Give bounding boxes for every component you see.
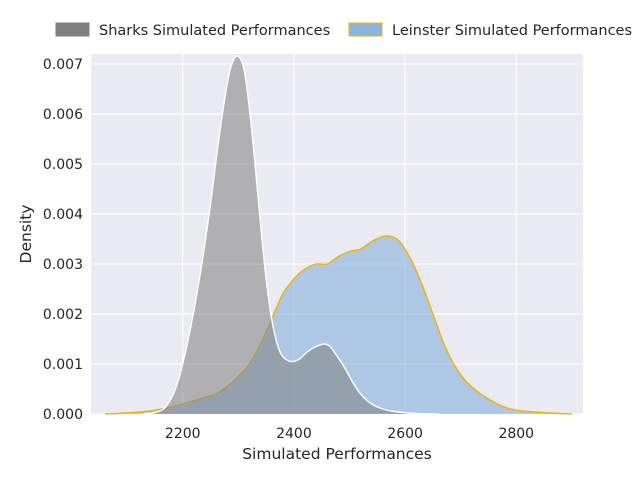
x-axis-label: Simulated Performances — [242, 445, 432, 463]
y-tick-label-1: 0.001 — [43, 357, 83, 373]
y-axis-label: Density — [17, 205, 35, 264]
x-axis-ticks: 2200 2400 2600 2800 — [165, 426, 534, 442]
legend-item-sharks: Sharks Simulated Performances — [55, 22, 330, 39]
legend-swatch-leinster — [348, 22, 383, 37]
y-tick-label-3: 0.003 — [43, 257, 83, 273]
y-tick-label-6: 0.006 — [43, 107, 83, 123]
x-tick-label-3: 2800 — [498, 426, 534, 442]
density-line-sharks — [143, 55, 439, 415]
density-area-sharks — [143, 56, 439, 415]
legend-label-leinster: Leinster Simulated Performances — [392, 23, 632, 39]
y-tick-label-4: 0.004 — [43, 207, 83, 223]
legend: Sharks Simulated Performances Leinster S… — [55, 22, 632, 39]
density-area-leinster — [104, 235, 572, 414]
y-tick-label-0: 0.000 — [43, 407, 83, 423]
x-tick-label-0: 2200 — [165, 426, 201, 442]
y-axis-ticks: 0.000 0.001 0.002 0.003 0.004 0.005 0.006 0.007 — [43, 57, 83, 423]
legend-label-sharks: Sharks Simulated Performances — [99, 23, 330, 39]
y-tick-label-2: 0.002 — [43, 307, 83, 323]
grid — [91, 54, 583, 415]
legend-item-leinster: Leinster Simulated Performances — [348, 22, 632, 39]
legend-swatch-sharks — [55, 22, 90, 37]
y-tick-label-5: 0.005 — [43, 157, 83, 173]
x-tick-label-2: 2600 — [387, 426, 423, 442]
x-tick-label-1: 2400 — [276, 426, 312, 442]
series-layer — [104, 55, 572, 415]
y-tick-label-7: 0.007 — [43, 57, 83, 73]
